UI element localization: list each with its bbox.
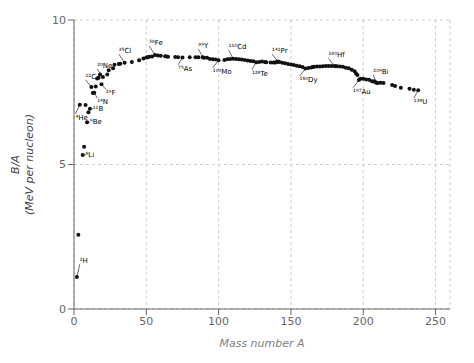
svg-text:250: 250 [425, 315, 446, 328]
svg-text:¹⁴¹Pr: ¹⁴¹Pr [272, 47, 288, 55]
svg-text:¹⁴N: ¹⁴N [97, 98, 108, 106]
svg-text:²⁰Ne: ²⁰Ne [97, 62, 112, 70]
svg-text:0: 0 [59, 303, 66, 316]
svg-text:¹⁹F: ¹⁹F [106, 89, 116, 97]
svg-text:¹¹⁰Cd: ¹¹⁰Cd [229, 43, 247, 51]
svg-text:50: 50 [139, 315, 153, 328]
svg-text:¹²⁶Te: ¹²⁶Te [252, 70, 268, 78]
svg-text:³⁵Cl: ³⁵Cl [119, 47, 132, 55]
svg-text:¹⁰⁰Mo: ¹⁰⁰Mo [213, 68, 232, 76]
svg-text:¹⁸⁰Hf: ¹⁸⁰Hf [329, 51, 346, 59]
svg-text:¹⁶⁰Dy: ¹⁶⁰Dy [300, 76, 318, 84]
svg-text:200: 200 [353, 315, 374, 328]
svg-text:0: 0 [71, 315, 78, 328]
svg-text:¹²C: ¹²C [86, 73, 97, 81]
svg-text:⁴He: ⁴He [75, 114, 87, 122]
svg-text:10: 10 [52, 14, 66, 27]
svg-text:5: 5 [59, 158, 66, 171]
svg-text:⁷⁵As: ⁷⁵As [178, 65, 192, 73]
svg-text:150: 150 [280, 315, 301, 328]
svg-text:⁹Be: ⁹Be [90, 118, 102, 126]
svg-text:⁸⁹Y: ⁸⁹Y [198, 42, 209, 50]
svg-text:⁶Li: ⁶Li [86, 151, 95, 159]
svg-text:¹¹B: ¹¹B [92, 104, 104, 113]
svg-text:²⁰⁹Bi: ²⁰⁹Bi [373, 68, 388, 76]
svg-text:²H: ²H [80, 257, 88, 265]
svg-text:²³⁸U: ²³⁸U [414, 98, 428, 106]
svg-text:Mass number A: Mass number A [219, 337, 304, 350]
svg-text:¹⁹⁷Au: ¹⁹⁷Au [353, 88, 371, 96]
svg-text:⁵⁶Fe: ⁵⁶Fe [149, 39, 163, 47]
svg-text:B/A(MeV per nucleon): B/A(MeV per nucleon) [9, 114, 35, 215]
svg-text:100: 100 [208, 315, 229, 328]
